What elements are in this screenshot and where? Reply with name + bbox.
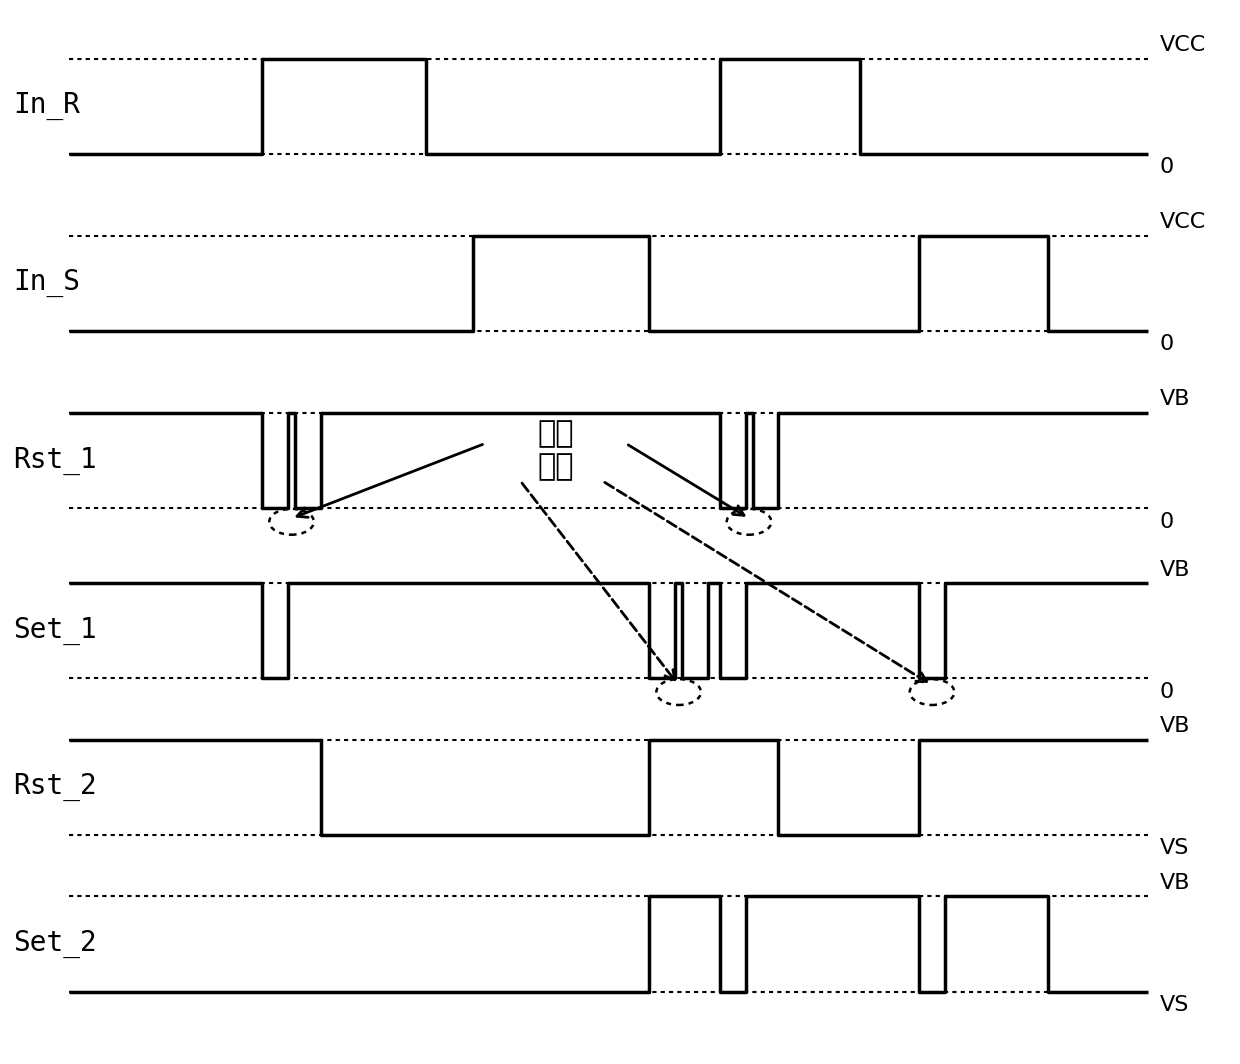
Text: Set_2: Set_2	[14, 930, 97, 958]
Text: VS: VS	[1159, 995, 1189, 1015]
Text: Rst_2: Rst_2	[14, 774, 97, 801]
Text: In_R: In_R	[14, 93, 81, 120]
Text: VB: VB	[1159, 389, 1190, 410]
Text: 0: 0	[1159, 157, 1174, 178]
Text: 共模
噪声: 共模 噪声	[537, 419, 574, 482]
Text: VB: VB	[1159, 872, 1190, 893]
Text: 0: 0	[1159, 682, 1174, 702]
Text: VCC: VCC	[1159, 213, 1205, 232]
Text: 0: 0	[1159, 334, 1174, 354]
Text: In_S: In_S	[14, 269, 81, 298]
Text: VB: VB	[1159, 560, 1190, 580]
Text: VB: VB	[1159, 716, 1190, 736]
Text: VS: VS	[1159, 838, 1189, 859]
Text: VCC: VCC	[1159, 35, 1205, 55]
Text: 0: 0	[1159, 512, 1174, 532]
Text: Rst_1: Rst_1	[14, 447, 97, 475]
Text: Set_1: Set_1	[14, 617, 97, 645]
